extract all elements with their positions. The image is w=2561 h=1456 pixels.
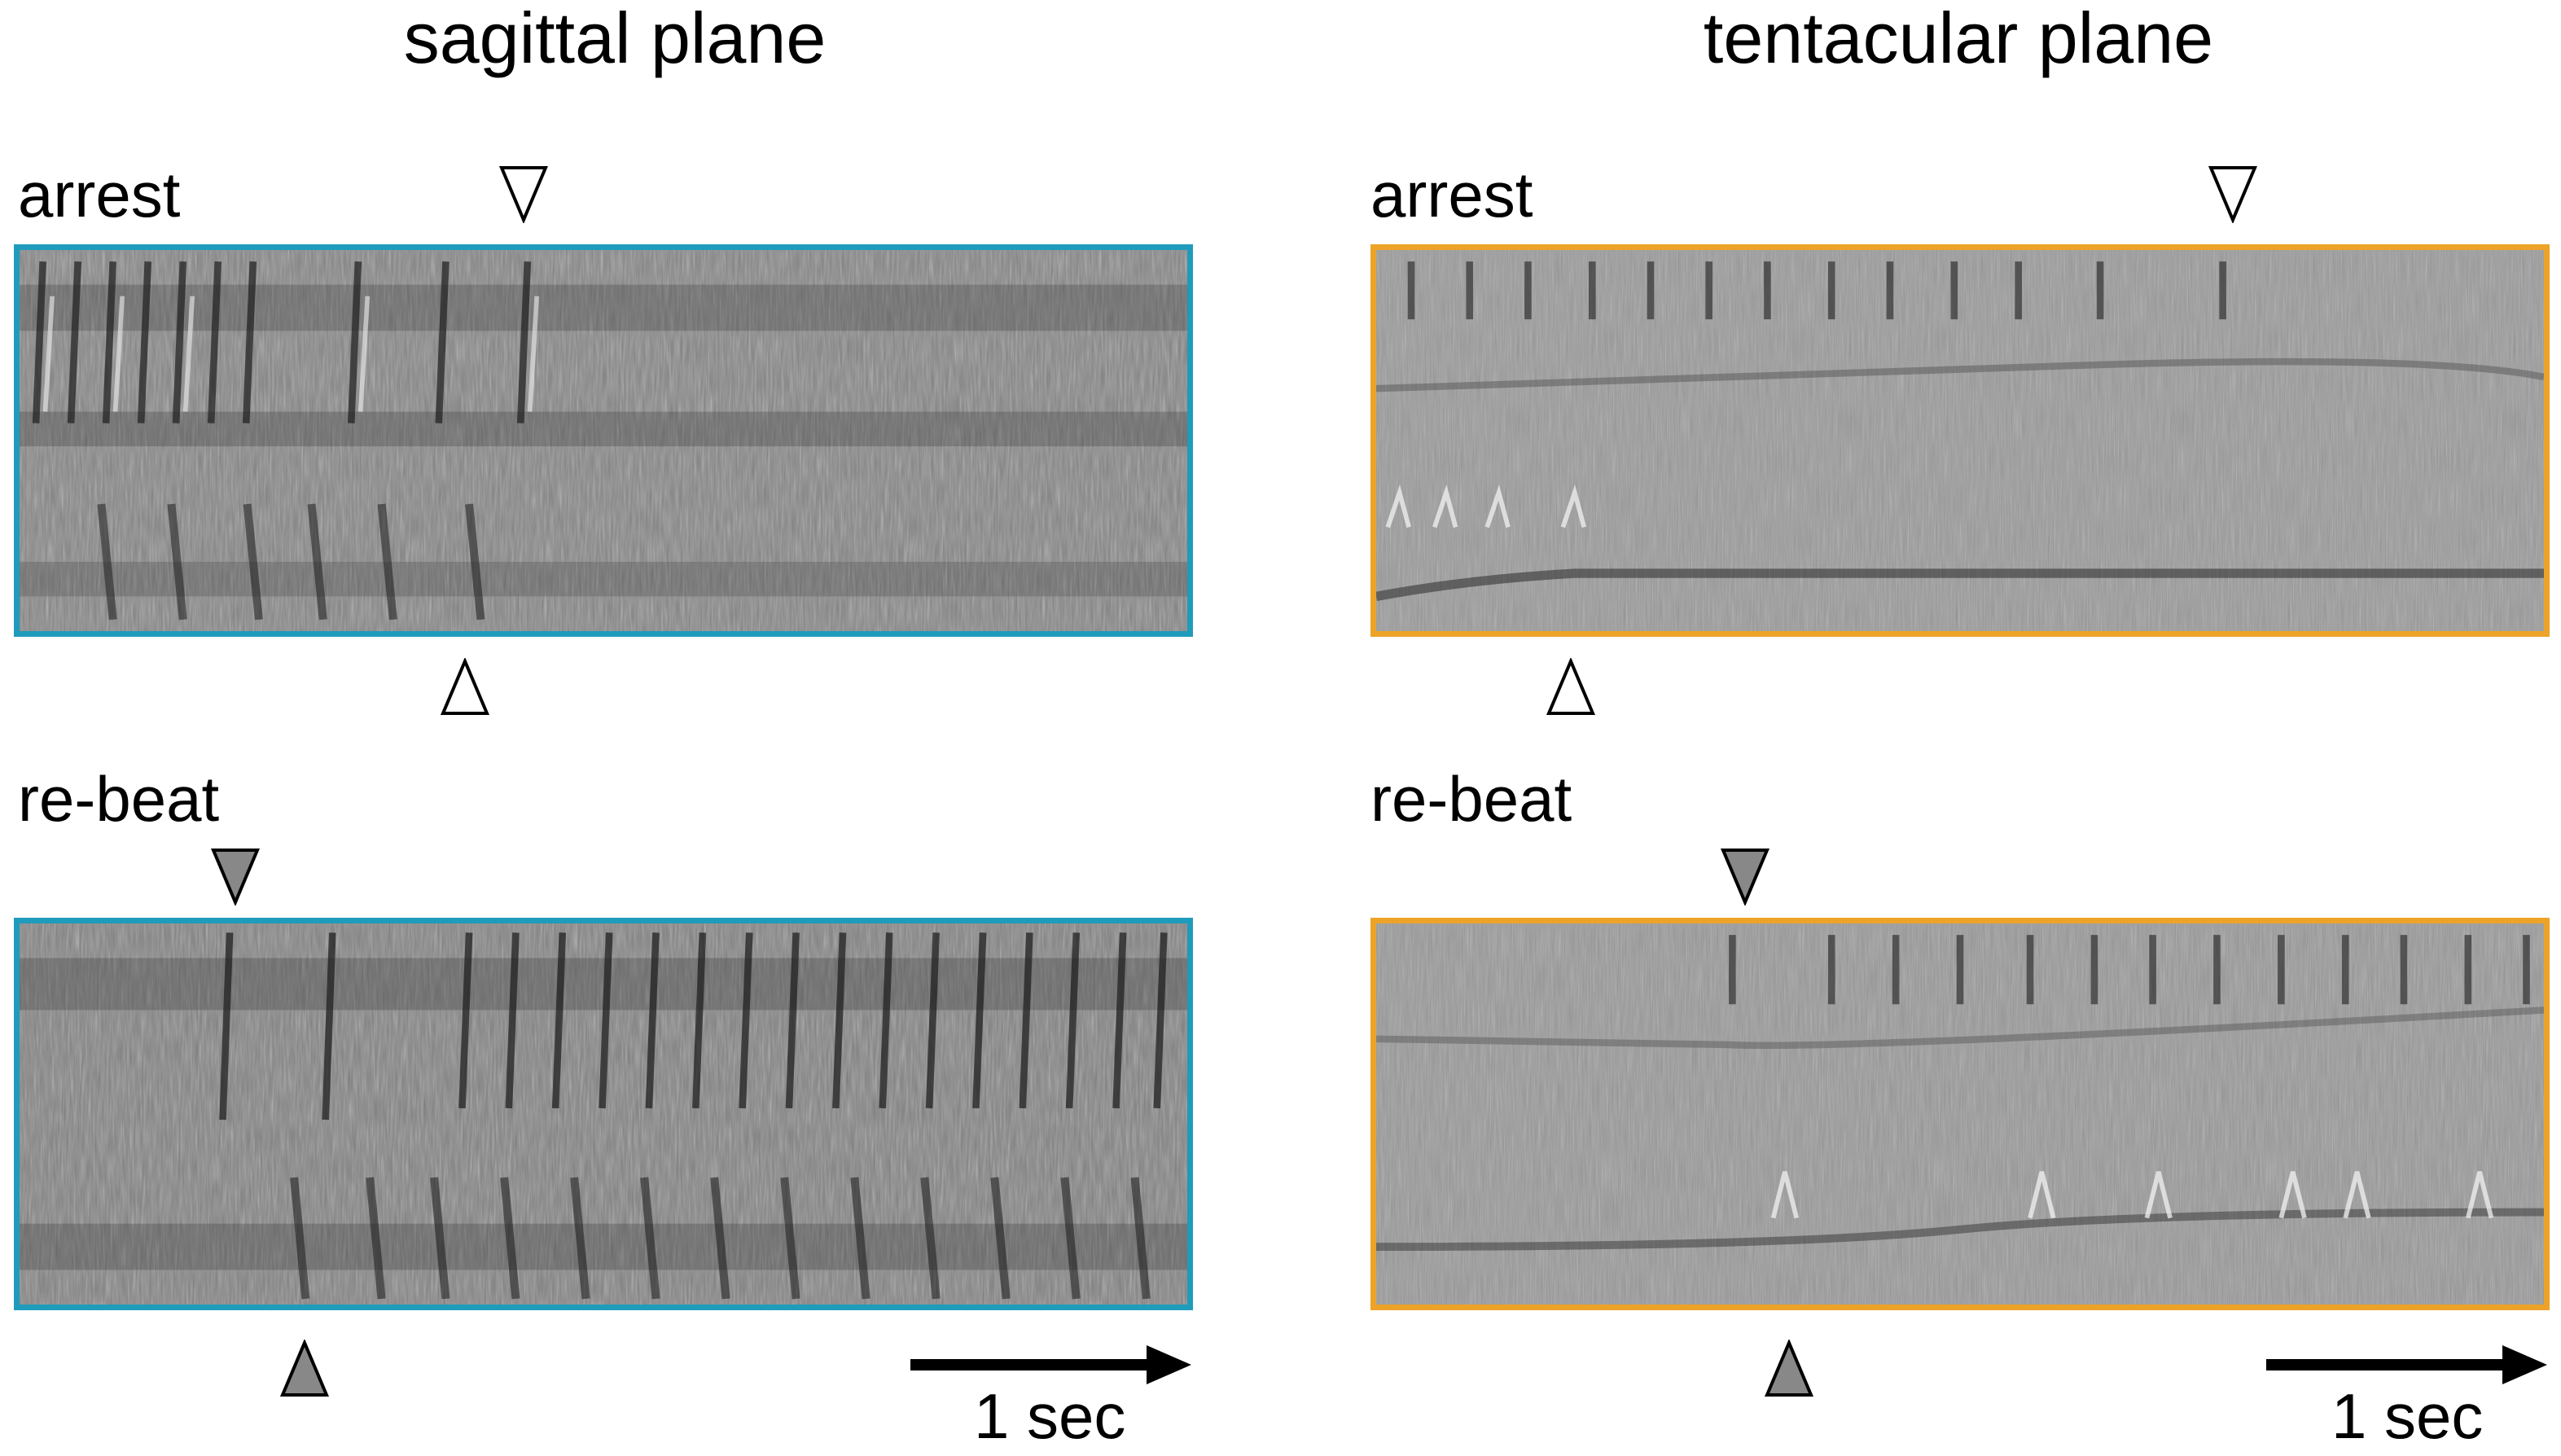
tentacular-arrest-down-triangle-icon [2208,164,2258,223]
sagittal-scale-arrow-icon [910,1345,1191,1388]
tentacular-arrest-up-triangle-icon [1546,658,1596,717]
tentacular-scale-arrow-icon [2266,1345,2547,1388]
sagittal-plane-title: sagittal plane [403,0,827,78]
tentacular-rebeat-label: re-beat [1370,763,1572,835]
kymograph-image [20,923,1187,1305]
sagittal-rebeat-kymograph [14,918,1193,1310]
tentacular-rebeat-down-triangle-icon [1720,847,1770,906]
sagittal-rebeat-up-triangle-icon [279,1340,330,1398]
kymograph-image [20,250,1187,631]
sagittal-arrest-down-triangle-icon [498,164,549,223]
tentacular-arrest-label: arrest [1370,159,1533,230]
sagittal-rebeat-label: re-beat [18,763,220,835]
tentacular-plane-title: tentacular plane [1703,0,2214,78]
tentacular-scale-label: 1 sec [2331,1380,2484,1452]
kymograph-image [1376,250,2544,631]
tentacular-arrest-kymograph [1370,244,2550,637]
sagittal-arrest-label: arrest [18,159,181,230]
sagittal-rebeat-down-triangle-icon [210,847,261,906]
sagittal-arrest-kymograph [14,244,1193,637]
sagittal-scale-label: 1 sec [974,1380,1126,1452]
kymograph-image [1376,923,2544,1305]
tentacular-rebeat-up-triangle-icon [1764,1340,1814,1398]
tentacular-rebeat-kymograph [1370,918,2550,1310]
sagittal-arrest-up-triangle-icon [440,658,490,717]
